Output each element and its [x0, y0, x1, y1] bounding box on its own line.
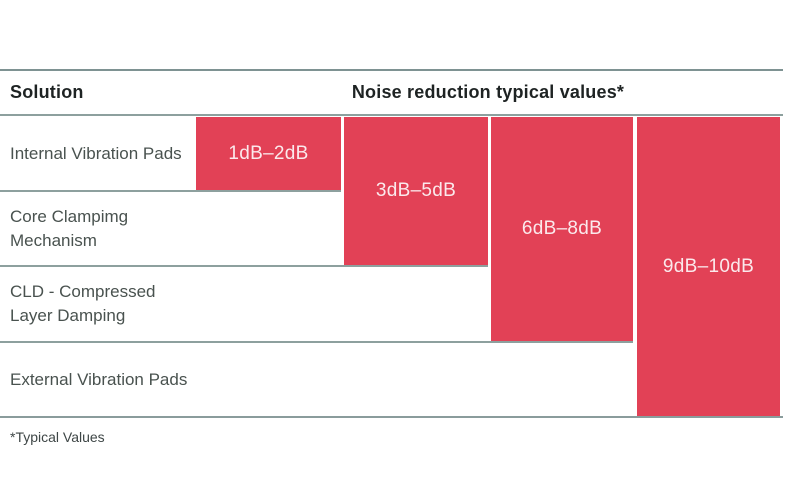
row-label-external-vibration-pads: External Vibration Pads	[10, 369, 188, 389]
value-bar-6db-8db: 6dB–8dB	[491, 117, 633, 341]
value-bar-3db-5db: 3dB–5dB	[344, 117, 488, 265]
value-bar-9db-10db: 9dB–10dB	[637, 117, 780, 416]
row-separator-3	[0, 341, 633, 343]
row-separator-2	[0, 265, 488, 267]
column-header-values: Noise reduction typical values*	[351, 81, 625, 102]
value-bar-label: 6dB–8dB	[521, 218, 603, 239]
row-label-internal-vibration-pads: Internal Vibration Pads	[10, 143, 182, 163]
table-bottom-rule	[0, 416, 783, 418]
typical-values-footnote: *Typical Values	[10, 429, 105, 445]
row-separator-1	[0, 190, 341, 192]
value-bar-label: 3dB–5dB	[375, 180, 457, 201]
value-bar-label: 1dB–2dB	[228, 142, 309, 164]
row-label-core-clamping-mechanism: Core Clampimg Mechanism	[10, 206, 129, 250]
header-separator-rule	[0, 114, 783, 116]
table-top-rule	[0, 69, 783, 71]
value-bar-1db-2db: 1dB–2dB	[196, 117, 341, 190]
row-label-cld-compressed-layer-damping: CLD - Compressed Layer Damping	[10, 282, 156, 325]
value-bar-label: 9dB–10dB	[662, 255, 755, 277]
column-header-solution: Solution	[10, 81, 84, 102]
